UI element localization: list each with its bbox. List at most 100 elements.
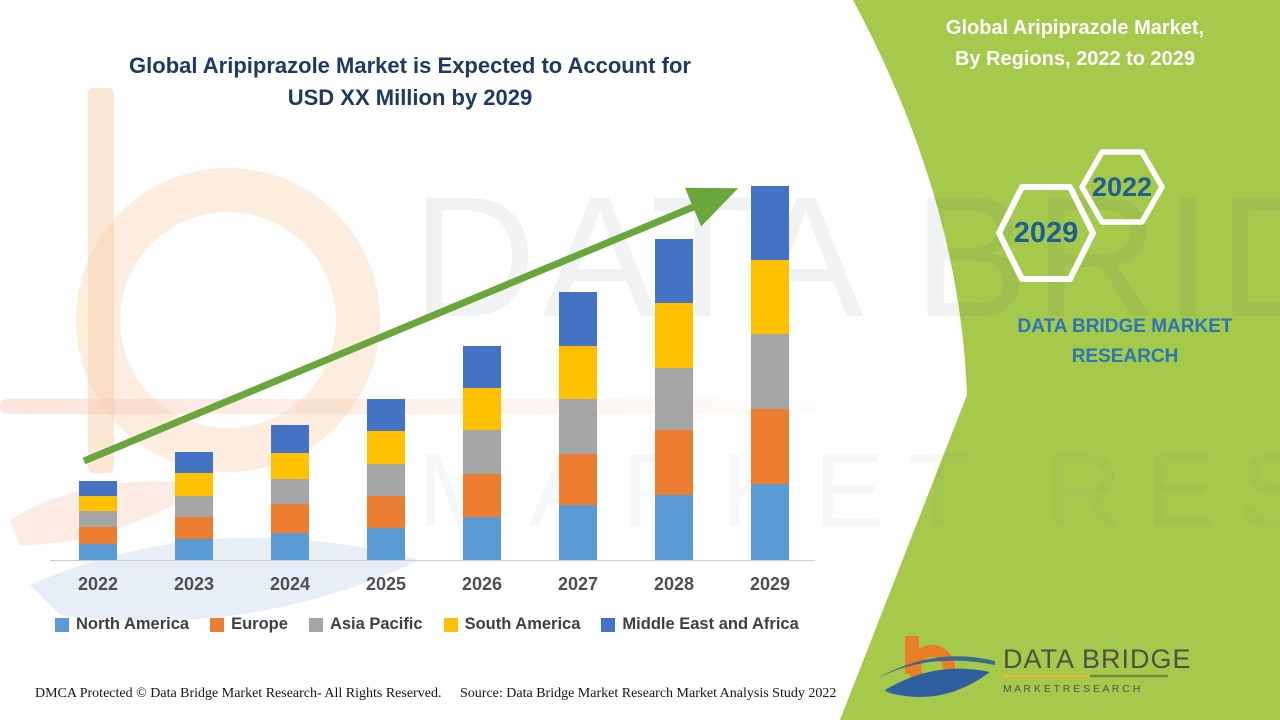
bar-segment-europe-2027 <box>559 454 597 505</box>
watermark-logo-swoosh-red <box>10 481 210 545</box>
bar-segment-north-america-2029 <box>751 484 789 560</box>
bar-segment-north-america-2026 <box>463 517 501 560</box>
watermark-text-line2: MARKET RESEARCH <box>418 433 1280 549</box>
bar-segment-north-america-2025 <box>367 528 405 560</box>
watermark-logo-stem <box>88 88 114 473</box>
page-title: Global Aripiprazole Market is Expected t… <box>95 50 725 114</box>
logo-stem <box>905 636 919 674</box>
x-axis-line <box>50 560 815 561</box>
bar-segment-middle-east-and-africa-2025 <box>367 399 405 431</box>
x-axis-label-2028: 2028 <box>653 574 695 594</box>
bar-segment-south-america-2026 <box>463 388 501 430</box>
logo-bowl <box>909 645 955 691</box>
bar-segment-north-america-2028 <box>655 495 693 560</box>
x-axis-label-2024: 2024 <box>269 574 311 594</box>
legend-label: Asia Pacific <box>329 615 423 633</box>
legend-item-europe: Europe <box>210 615 288 634</box>
bar-segment-south-america-2027 <box>559 346 597 399</box>
watermark-text-line1: DATA BRIDGE <box>412 161 1280 353</box>
bar-segment-europe-2025 <box>367 496 405 528</box>
watermark-band <box>0 399 850 414</box>
x-axis-label-2026: 2026 <box>461 574 503 594</box>
legend-item-south-america: South America <box>443 615 581 634</box>
bar-segment-south-america-2025 <box>367 431 405 464</box>
bar-segment-europe-2028 <box>655 430 693 495</box>
legend-item-north-america: North America <box>55 615 189 634</box>
legend-swatch <box>210 617 225 632</box>
x-axis-label-2027: 2027 <box>557 574 599 594</box>
x-axis-label-2023: 2023 <box>173 574 215 594</box>
brand-wordmark-line2: RESEARCH <box>1071 346 1179 368</box>
bar-segment-europe-2029 <box>751 409 789 484</box>
hexagon-large-year: 2029 <box>1014 217 1079 249</box>
legend-item-middle-east-and-africa: Middle East and Africa <box>601 615 799 634</box>
legend-label: Europe <box>231 615 288 633</box>
trend-arrow-line <box>82 187 739 465</box>
bar-segment-south-america-2023 <box>175 473 213 496</box>
hexagon-2029 <box>996 184 1096 282</box>
bar-segment-north-america-2027 <box>559 505 597 560</box>
legend-label: South America <box>464 615 581 633</box>
bar-segment-south-america-2028 <box>655 303 693 368</box>
bar-segment-middle-east-and-africa-2024 <box>271 425 309 453</box>
legend-swatch <box>443 617 458 632</box>
logo-swoosh <box>885 668 990 697</box>
legend-swatch <box>55 617 69 632</box>
bar-segment-asia-pacific-2028 <box>655 368 693 430</box>
bar-segment-middle-east-and-africa-2026 <box>463 346 501 388</box>
bar-segment-asia-pacific-2022 <box>79 511 117 527</box>
brand-wordmark-line1: DATA BRIDGE MARKET <box>1017 316 1233 337</box>
legend-label: Middle East and Africa <box>622 615 799 633</box>
chart-legend: North America Europe Asia Pacific South Ame… <box>55 615 799 634</box>
bar-segment-south-america-2022 <box>79 496 117 511</box>
bar-segment-middle-east-and-africa-2027 <box>559 292 597 346</box>
watermark-logo-bowl <box>76 168 380 472</box>
side-panel-title-line2: By Regions, 2022 to 2029 <box>954 48 1196 70</box>
bar-segment-north-america-2023 <box>175 539 213 560</box>
page-title-line2: USD XX Million by 2029 <box>287 84 533 110</box>
x-axis-label-2022: 2022 <box>77 574 119 594</box>
bar-segment-north-america-2022 <box>79 544 117 560</box>
logo-swoosh-tail <box>878 656 995 678</box>
x-axis-label-2025: 2025 <box>365 574 407 594</box>
side-panel-green-blob <box>840 0 1280 720</box>
bar-segment-asia-pacific-2025 <box>367 464 405 496</box>
logo-text-subname: M A R K E T R E S E A R C H <box>1003 683 1140 695</box>
hexagon-small-year: 2022 <box>1092 172 1152 202</box>
x-axis-label-2029: 2029 <box>749 574 791 594</box>
bar-segment-south-america-2024 <box>271 453 309 479</box>
brand-wordmark: DATA BRIDGE MARKET RESEARCH <box>985 312 1265 373</box>
legend-item-asia-pacific: Asia Pacific <box>308 615 423 634</box>
bar-segment-middle-east-and-africa-2029 <box>751 186 789 260</box>
watermark-logo-swoosh-blue <box>30 537 420 621</box>
bar-segment-asia-pacific-2027 <box>559 399 597 454</box>
footer-source: Source: Data Bridge Market Research Mark… <box>460 686 837 701</box>
logo-text-name: DATA BRIDGE <box>1003 644 1192 674</box>
bar-segment-europe-2026 <box>463 474 501 517</box>
bar-segment-middle-east-and-africa-2022 <box>79 481 117 496</box>
footer-dmca: DMCA Protected © Data Bridge Market Rese… <box>35 686 442 701</box>
bar-segment-europe-2023 <box>175 517 213 539</box>
bar-segment-europe-2024 <box>271 504 309 533</box>
bar-segment-europe-2022 <box>79 527 117 544</box>
bar-segment-north-america-2024 <box>271 533 309 560</box>
hexagon-2022 <box>1079 149 1165 225</box>
bar-segment-asia-pacific-2023 <box>175 496 213 517</box>
page-title-line1: Global Aripiprazole Market is Expected t… <box>129 53 691 78</box>
bar-segment-middle-east-and-africa-2023 <box>175 452 213 473</box>
legend-label: North America <box>76 615 190 633</box>
legend-swatch <box>308 617 323 632</box>
side-panel-title: Global Aripiprazole Market, By Regions, … <box>915 13 1235 75</box>
side-panel-title-line1: Global Aripiprazole Market, <box>945 17 1205 39</box>
bar-segment-asia-pacific-2026 <box>463 430 501 474</box>
company-logo-mark <box>878 636 995 697</box>
bar-segment-asia-pacific-2024 <box>271 479 309 504</box>
bar-segment-south-america-2029 <box>751 260 789 334</box>
